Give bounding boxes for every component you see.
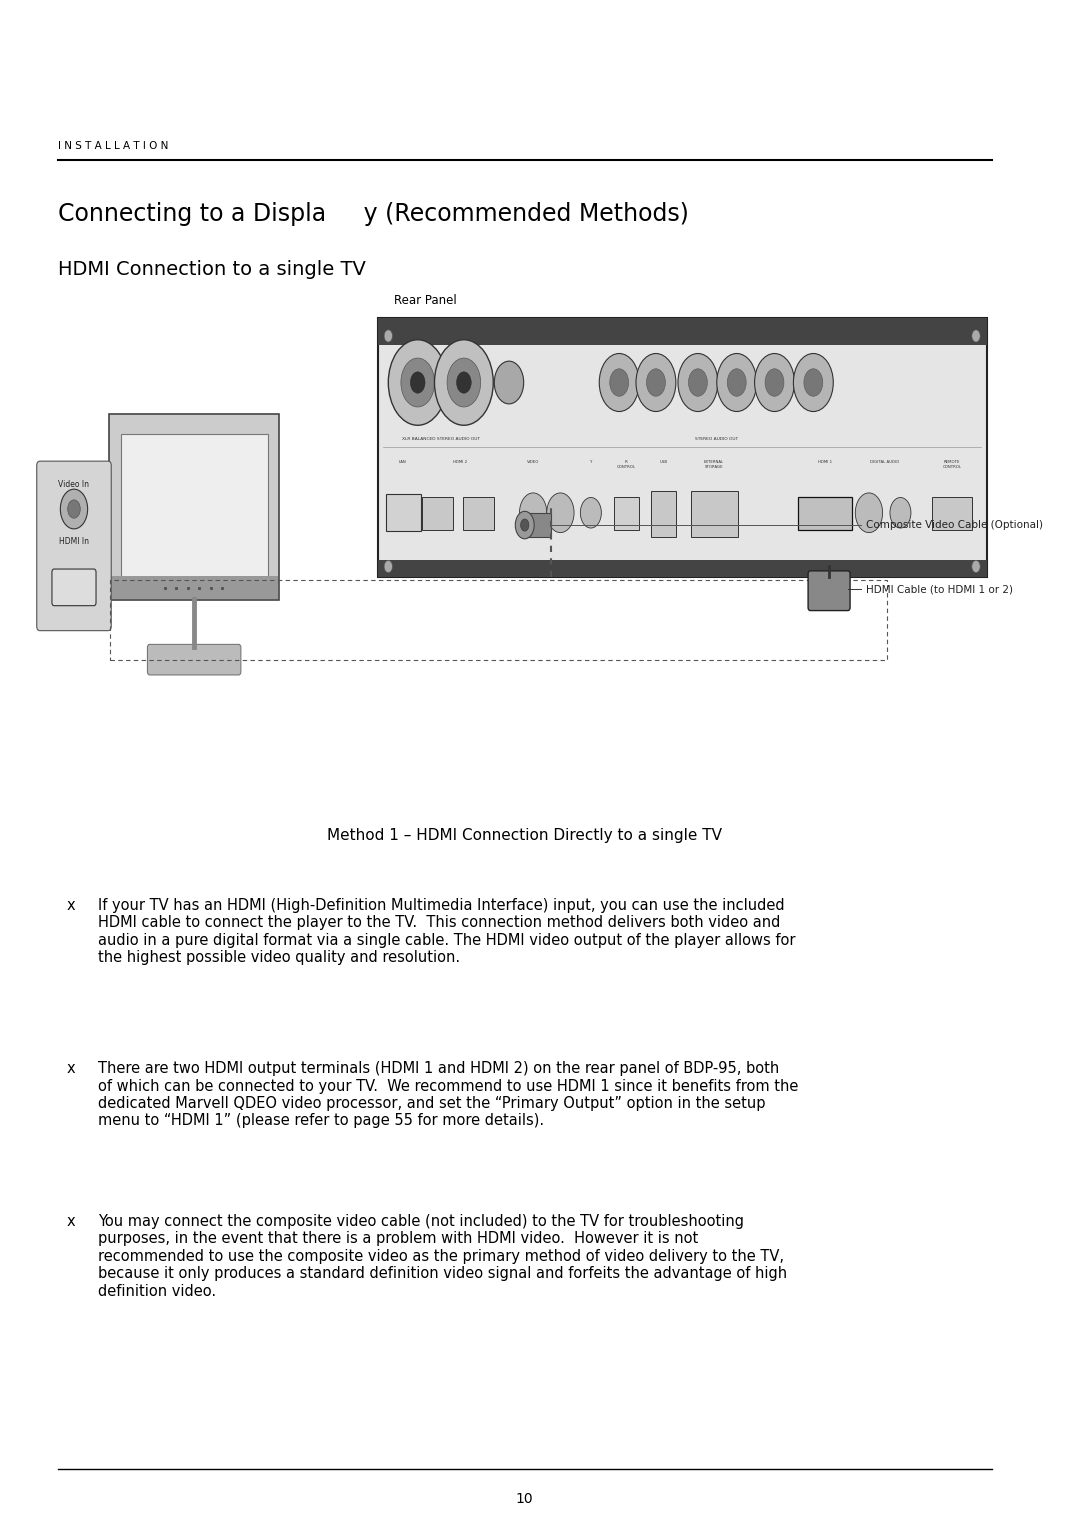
- Circle shape: [599, 354, 639, 411]
- FancyBboxPatch shape: [37, 461, 111, 631]
- Circle shape: [434, 339, 494, 426]
- Text: Y: Y: [590, 461, 592, 464]
- Circle shape: [727, 370, 746, 395]
- Circle shape: [519, 493, 546, 533]
- Circle shape: [447, 357, 481, 406]
- Text: REMOTE
CONTROL: REMOTE CONTROL: [943, 461, 961, 469]
- Circle shape: [855, 493, 882, 533]
- Circle shape: [495, 362, 524, 403]
- Circle shape: [688, 370, 707, 395]
- Bar: [932, 498, 972, 530]
- Circle shape: [60, 489, 87, 528]
- Bar: [650, 492, 676, 538]
- Text: HDMI 2: HDMI 2: [453, 461, 467, 464]
- Text: Composite Video Cable (Optional): Composite Video Cable (Optional): [866, 521, 1043, 530]
- Bar: [378, 318, 986, 577]
- Circle shape: [794, 354, 834, 411]
- Text: LAN: LAN: [400, 461, 407, 464]
- Bar: [110, 580, 887, 660]
- Circle shape: [717, 354, 757, 411]
- Circle shape: [546, 493, 575, 533]
- Text: HDMI 1: HDMI 1: [818, 461, 832, 464]
- Bar: [110, 576, 279, 599]
- Circle shape: [389, 339, 447, 426]
- Circle shape: [68, 499, 80, 518]
- Text: 10: 10: [516, 1492, 534, 1506]
- Text: You may connect the composite video cable (not included) to the TV for troublesh: You may connect the composite video cabl…: [97, 1214, 786, 1298]
- Bar: [613, 498, 639, 530]
- Circle shape: [755, 354, 795, 411]
- Bar: [798, 498, 852, 530]
- Text: STEREO AUDIO OUT: STEREO AUDIO OUT: [696, 437, 739, 441]
- FancyBboxPatch shape: [148, 644, 241, 675]
- Bar: [378, 318, 986, 345]
- Text: DIGITAL AUDIO: DIGITAL AUDIO: [870, 461, 900, 464]
- Bar: [387, 495, 421, 531]
- Text: EXTERNAL
STORAGE: EXTERNAL STORAGE: [703, 461, 724, 469]
- Circle shape: [972, 330, 981, 342]
- Bar: [422, 498, 454, 530]
- Bar: [463, 498, 495, 530]
- Circle shape: [678, 354, 718, 411]
- Text: XLR BALANCED STEREO AUDIO OUT: XLR BALANCED STEREO AUDIO OUT: [402, 437, 480, 441]
- Circle shape: [610, 370, 629, 395]
- Bar: [378, 560, 986, 577]
- Text: HDMI Cable (to HDMI 1 or 2): HDMI Cable (to HDMI 1 or 2): [866, 585, 1013, 594]
- Text: x: x: [67, 1214, 76, 1229]
- Circle shape: [636, 354, 676, 411]
- Circle shape: [401, 357, 434, 406]
- FancyBboxPatch shape: [808, 571, 850, 611]
- Text: Rear Panel: Rear Panel: [393, 293, 457, 307]
- Text: Video In: Video In: [58, 479, 90, 489]
- Text: If your TV has an HDMI (High-Definition Multimedia Interface) input, you can use: If your TV has an HDMI (High-Definition …: [97, 898, 795, 965]
- FancyBboxPatch shape: [109, 414, 279, 600]
- Text: x: x: [67, 1061, 76, 1077]
- FancyBboxPatch shape: [52, 570, 96, 606]
- Circle shape: [410, 371, 426, 394]
- Text: USB: USB: [659, 461, 667, 464]
- Text: I N S T A L L A T I O N: I N S T A L L A T I O N: [57, 140, 168, 151]
- Text: Connecting to a Displa     y (Recommended Methods): Connecting to a Displa y (Recommended Me…: [57, 202, 689, 226]
- Circle shape: [457, 371, 471, 394]
- Text: HDMI Connection to a single TV: HDMI Connection to a single TV: [57, 260, 366, 278]
- Text: x: x: [67, 898, 76, 913]
- Text: IR
CONTROL: IR CONTROL: [617, 461, 636, 469]
- Circle shape: [972, 560, 981, 573]
- Circle shape: [384, 560, 392, 573]
- Circle shape: [384, 330, 392, 342]
- Circle shape: [515, 512, 535, 539]
- Text: VIDEO: VIDEO: [527, 461, 539, 464]
- Bar: [525, 513, 551, 538]
- Circle shape: [647, 370, 665, 395]
- Bar: [690, 492, 738, 538]
- Circle shape: [890, 498, 910, 528]
- Circle shape: [521, 519, 529, 531]
- Circle shape: [804, 370, 823, 395]
- Text: Method 1 – HDMI Connection Directly to a single TV: Method 1 – HDMI Connection Directly to a…: [327, 828, 723, 843]
- Text: There are two HDMI output terminals (HDMI 1 and HDMI 2) on the rear panel of BDP: There are two HDMI output terminals (HDM…: [97, 1061, 798, 1128]
- Circle shape: [580, 498, 602, 528]
- Text: HDMI In: HDMI In: [59, 538, 89, 547]
- Bar: [121, 434, 268, 577]
- Circle shape: [765, 370, 784, 395]
